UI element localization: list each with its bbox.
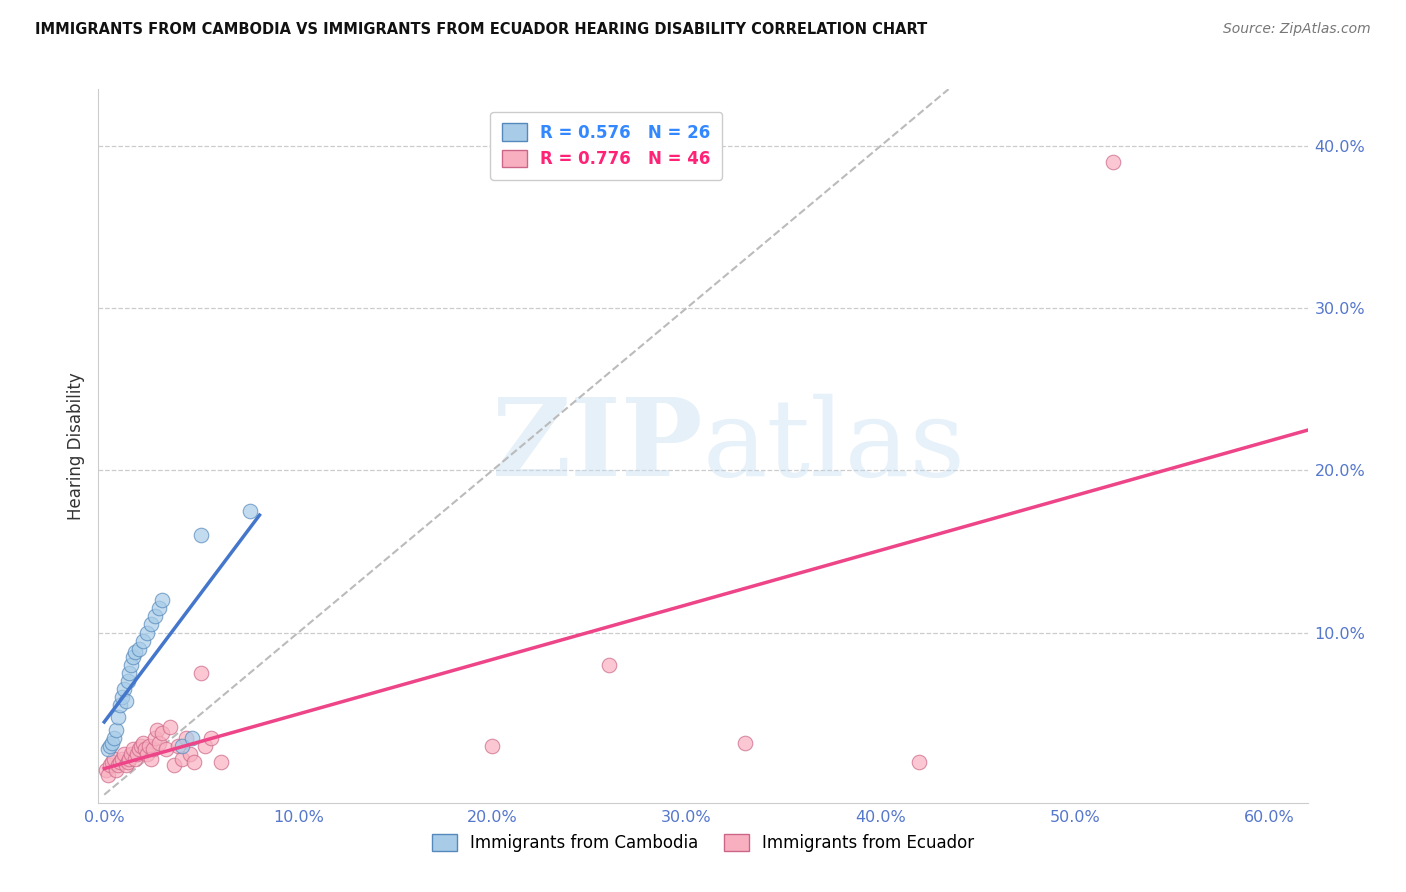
Point xyxy=(112,747,135,761)
Point xyxy=(908,756,931,770)
Point xyxy=(174,731,197,745)
Point xyxy=(96,764,118,778)
Point xyxy=(136,625,159,640)
Point xyxy=(148,601,170,615)
Point xyxy=(107,758,129,772)
Point xyxy=(138,739,160,753)
Point xyxy=(148,736,170,750)
Point xyxy=(134,742,156,756)
Point xyxy=(183,756,205,770)
Point xyxy=(139,617,162,632)
Point xyxy=(129,739,152,753)
Point xyxy=(114,693,136,707)
Point xyxy=(170,752,193,766)
Point xyxy=(120,747,142,761)
Point xyxy=(155,742,177,756)
Point xyxy=(143,731,166,745)
Point xyxy=(136,747,159,761)
Point xyxy=(209,756,232,770)
Point xyxy=(97,768,120,782)
Point xyxy=(180,731,202,745)
Point xyxy=(122,742,145,756)
Point xyxy=(103,731,125,745)
Point xyxy=(128,641,150,656)
Point xyxy=(104,723,127,737)
Point xyxy=(190,666,212,681)
Point xyxy=(145,723,167,737)
Point xyxy=(143,609,166,624)
Point xyxy=(190,528,212,542)
Point xyxy=(159,720,181,734)
Point xyxy=(124,752,146,766)
Point xyxy=(101,736,124,750)
Point xyxy=(104,764,127,778)
Point xyxy=(128,742,150,756)
Point xyxy=(97,742,120,756)
Text: Source: ZipAtlas.com: Source: ZipAtlas.com xyxy=(1223,22,1371,37)
Point xyxy=(122,649,145,664)
Point xyxy=(163,758,186,772)
Text: IMMIGRANTS FROM CAMBODIA VS IMMIGRANTS FROM ECUADOR HEARING DISABILITY CORRELATI: IMMIGRANTS FROM CAMBODIA VS IMMIGRANTS F… xyxy=(35,22,928,37)
Point xyxy=(111,690,134,705)
Point xyxy=(152,726,174,740)
Point xyxy=(167,739,190,753)
Point xyxy=(179,747,201,761)
Point xyxy=(103,752,125,766)
Point xyxy=(139,752,162,766)
Point xyxy=(239,504,262,518)
Point xyxy=(734,736,756,750)
Y-axis label: Hearing Disability: Hearing Disability xyxy=(66,372,84,520)
Point xyxy=(117,674,139,689)
Point xyxy=(112,682,135,697)
Point xyxy=(1102,155,1125,169)
Point xyxy=(127,747,149,761)
Text: ZIP: ZIP xyxy=(492,393,703,499)
Point xyxy=(101,756,124,770)
Point xyxy=(107,710,129,724)
Point xyxy=(132,633,155,648)
Point xyxy=(200,731,222,745)
Point xyxy=(118,752,141,766)
Point xyxy=(598,657,620,672)
Point xyxy=(124,645,146,659)
Point xyxy=(120,657,142,672)
Point xyxy=(194,739,217,753)
Point xyxy=(481,739,503,753)
Point xyxy=(98,739,121,753)
Point xyxy=(118,666,141,681)
Point xyxy=(98,758,121,772)
Point xyxy=(108,698,131,713)
Point xyxy=(117,756,139,770)
Point xyxy=(111,752,134,766)
Text: atlas: atlas xyxy=(703,393,966,499)
Point xyxy=(142,742,165,756)
Point xyxy=(170,739,193,753)
Point xyxy=(152,593,174,607)
Point xyxy=(108,756,131,770)
Legend: Immigrants from Cambodia, Immigrants from Ecuador: Immigrants from Cambodia, Immigrants fro… xyxy=(425,827,981,859)
Point xyxy=(132,736,155,750)
Point xyxy=(114,758,136,772)
